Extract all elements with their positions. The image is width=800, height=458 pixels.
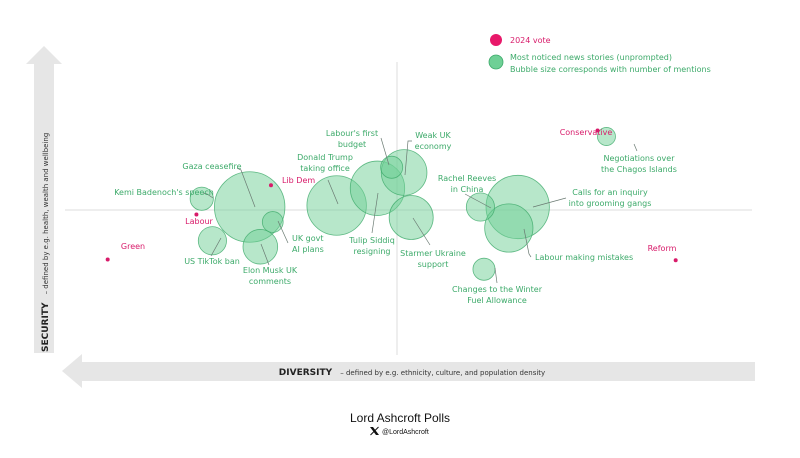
party-label-conservative: Conservative [560,128,613,137]
party-label-reform: Reform [648,244,677,253]
bubble-uk-govt-ai-plans [261,211,284,233]
story-label-labour-s-first-budget: Labour's first budget [326,129,378,149]
leader-line-weak-uk-economy [404,140,412,176]
leader-line-labour-s-first-budget [380,137,390,166]
story-label-elon-musk-uk-comments: Elon Musk UK comments [243,266,298,286]
legend: 2024 vote Most noticed news stories (unp… [488,34,711,74]
story-label-labour-making-mistakes: Labour making mistakes [535,253,633,262]
footer: Lord Ashcroft Polls @LordAshcroft [350,411,450,436]
story-label-tulip-siddiq-resigning: Tulip Siddiq resigning [348,236,395,256]
story-label-uk-govt-ai-plans: UK govt AI plans [292,234,324,254]
bubble-us-tiktok-ban [197,226,227,256]
party-dots-layer [105,128,678,263]
x-axis-label: DIVERSITY – defined by e.g. ethnicity, c… [279,360,545,379]
legend-news-swatch [488,54,504,70]
party-dot-conservative [595,128,600,133]
story-label-calls-for-an-inquiry-into-grooming-gangs: Calls for an inquiry into grooming gangs [569,188,652,208]
labels-layer: Gaza ceasefire Kemi Badenoch's speech US T… [114,128,677,305]
leader-line-negotiations-over-the-chagos-islands [633,143,638,152]
story-label-rachel-reeves-in-china: Rachel Reeves in China [438,174,496,194]
story-label-starmer-ukraine-support: Starmer Ukraine support [400,249,466,269]
story-label-us-tiktok-ban: US TikTok ban [184,257,240,266]
legend-news-label: Most noticed news stories (unprompted) [510,53,672,62]
bubble-kemi-badenoch-s-speech [189,186,214,211]
footer-handle[interactable]: @LordAshcroft [382,429,429,436]
bubble-elon-musk-uk-comments [242,229,279,265]
story-label-weak-uk-economy: Weak UK economy [415,131,452,151]
party-label-green: Green [121,242,145,251]
party-dot-labour [194,212,199,217]
party-label-lib-dem: Lib Dem [282,176,315,185]
story-label-kemi-badenoch-s-speech: Kemi Badenoch's speech [114,188,214,197]
footer-brand: Lord Ashcroft Polls [350,411,450,425]
story-label-donald-trump-taking-office: Donald Trump taking office [297,153,353,173]
leader-line-calls-for-an-inquiry-into-grooming-gangs [532,197,567,208]
bubble-labour-s-first-budget [380,155,404,179]
leader-line-donald-trump-taking-office [327,179,339,205]
legend-party-label: 2024 vote [510,36,551,45]
party-dot-lib-dem [268,183,273,188]
story-label-negotiations-over-the-chagos-islands: Negotiations over the Chagos Islands [601,154,677,174]
leader-line-rachel-reeves-in-china [464,193,492,209]
leader-line-kemi-badenoch-s-speech [202,192,214,199]
story-label-changes-to-the-winter-fuel-allowance: Changes to the Winter Fuel Allowance [452,285,543,305]
x-axis-arrow: DIVERSITY – defined by e.g. ethnicity, c… [62,354,755,388]
bubble-negotiations-over-the-chagos-islands [597,127,616,146]
bubbles-layer [189,127,616,281]
leader-line-us-tiktok-ban [210,237,222,257]
leader-line-changes-to-the-winter-fuel-allowance [494,267,498,284]
story-label-gaza-ceasefire: Gaza ceasefire [182,162,241,171]
leader-line-labour-making-mistakes [523,228,532,258]
y-axis-label: SECURITY – defined by e.g. health, wealt… [33,133,52,352]
leader-line-uk-govt-ai-plans [277,220,289,244]
leader-line-starmer-ukraine-support [412,217,431,246]
leaders-layer [202,137,638,284]
party-dot-reform [673,258,678,263]
legend-news-sublabel: Bubble size corresponds with number of m… [510,65,711,74]
bubble-labour-making-mistakes [484,203,534,253]
legend-party-swatch [490,34,502,46]
bubble-rachel-reeves-in-china [465,192,495,222]
bubble-changes-to-the-winter-fuel-allowance [472,257,496,281]
x-logo-icon[interactable] [370,426,379,436]
leader-line-elon-musk-uk-comments [260,243,270,266]
party-label-labour: Labour [185,217,213,226]
y-axis-arrow: SECURITY – defined by e.g. health, wealt… [26,46,62,353]
bubble-starmer-ukraine-support [388,195,434,240]
leader-line-tulip-siddiq-resigning [371,192,379,234]
leader-line-gaza-ceasefire [236,167,256,208]
party-dot-green [105,257,110,262]
